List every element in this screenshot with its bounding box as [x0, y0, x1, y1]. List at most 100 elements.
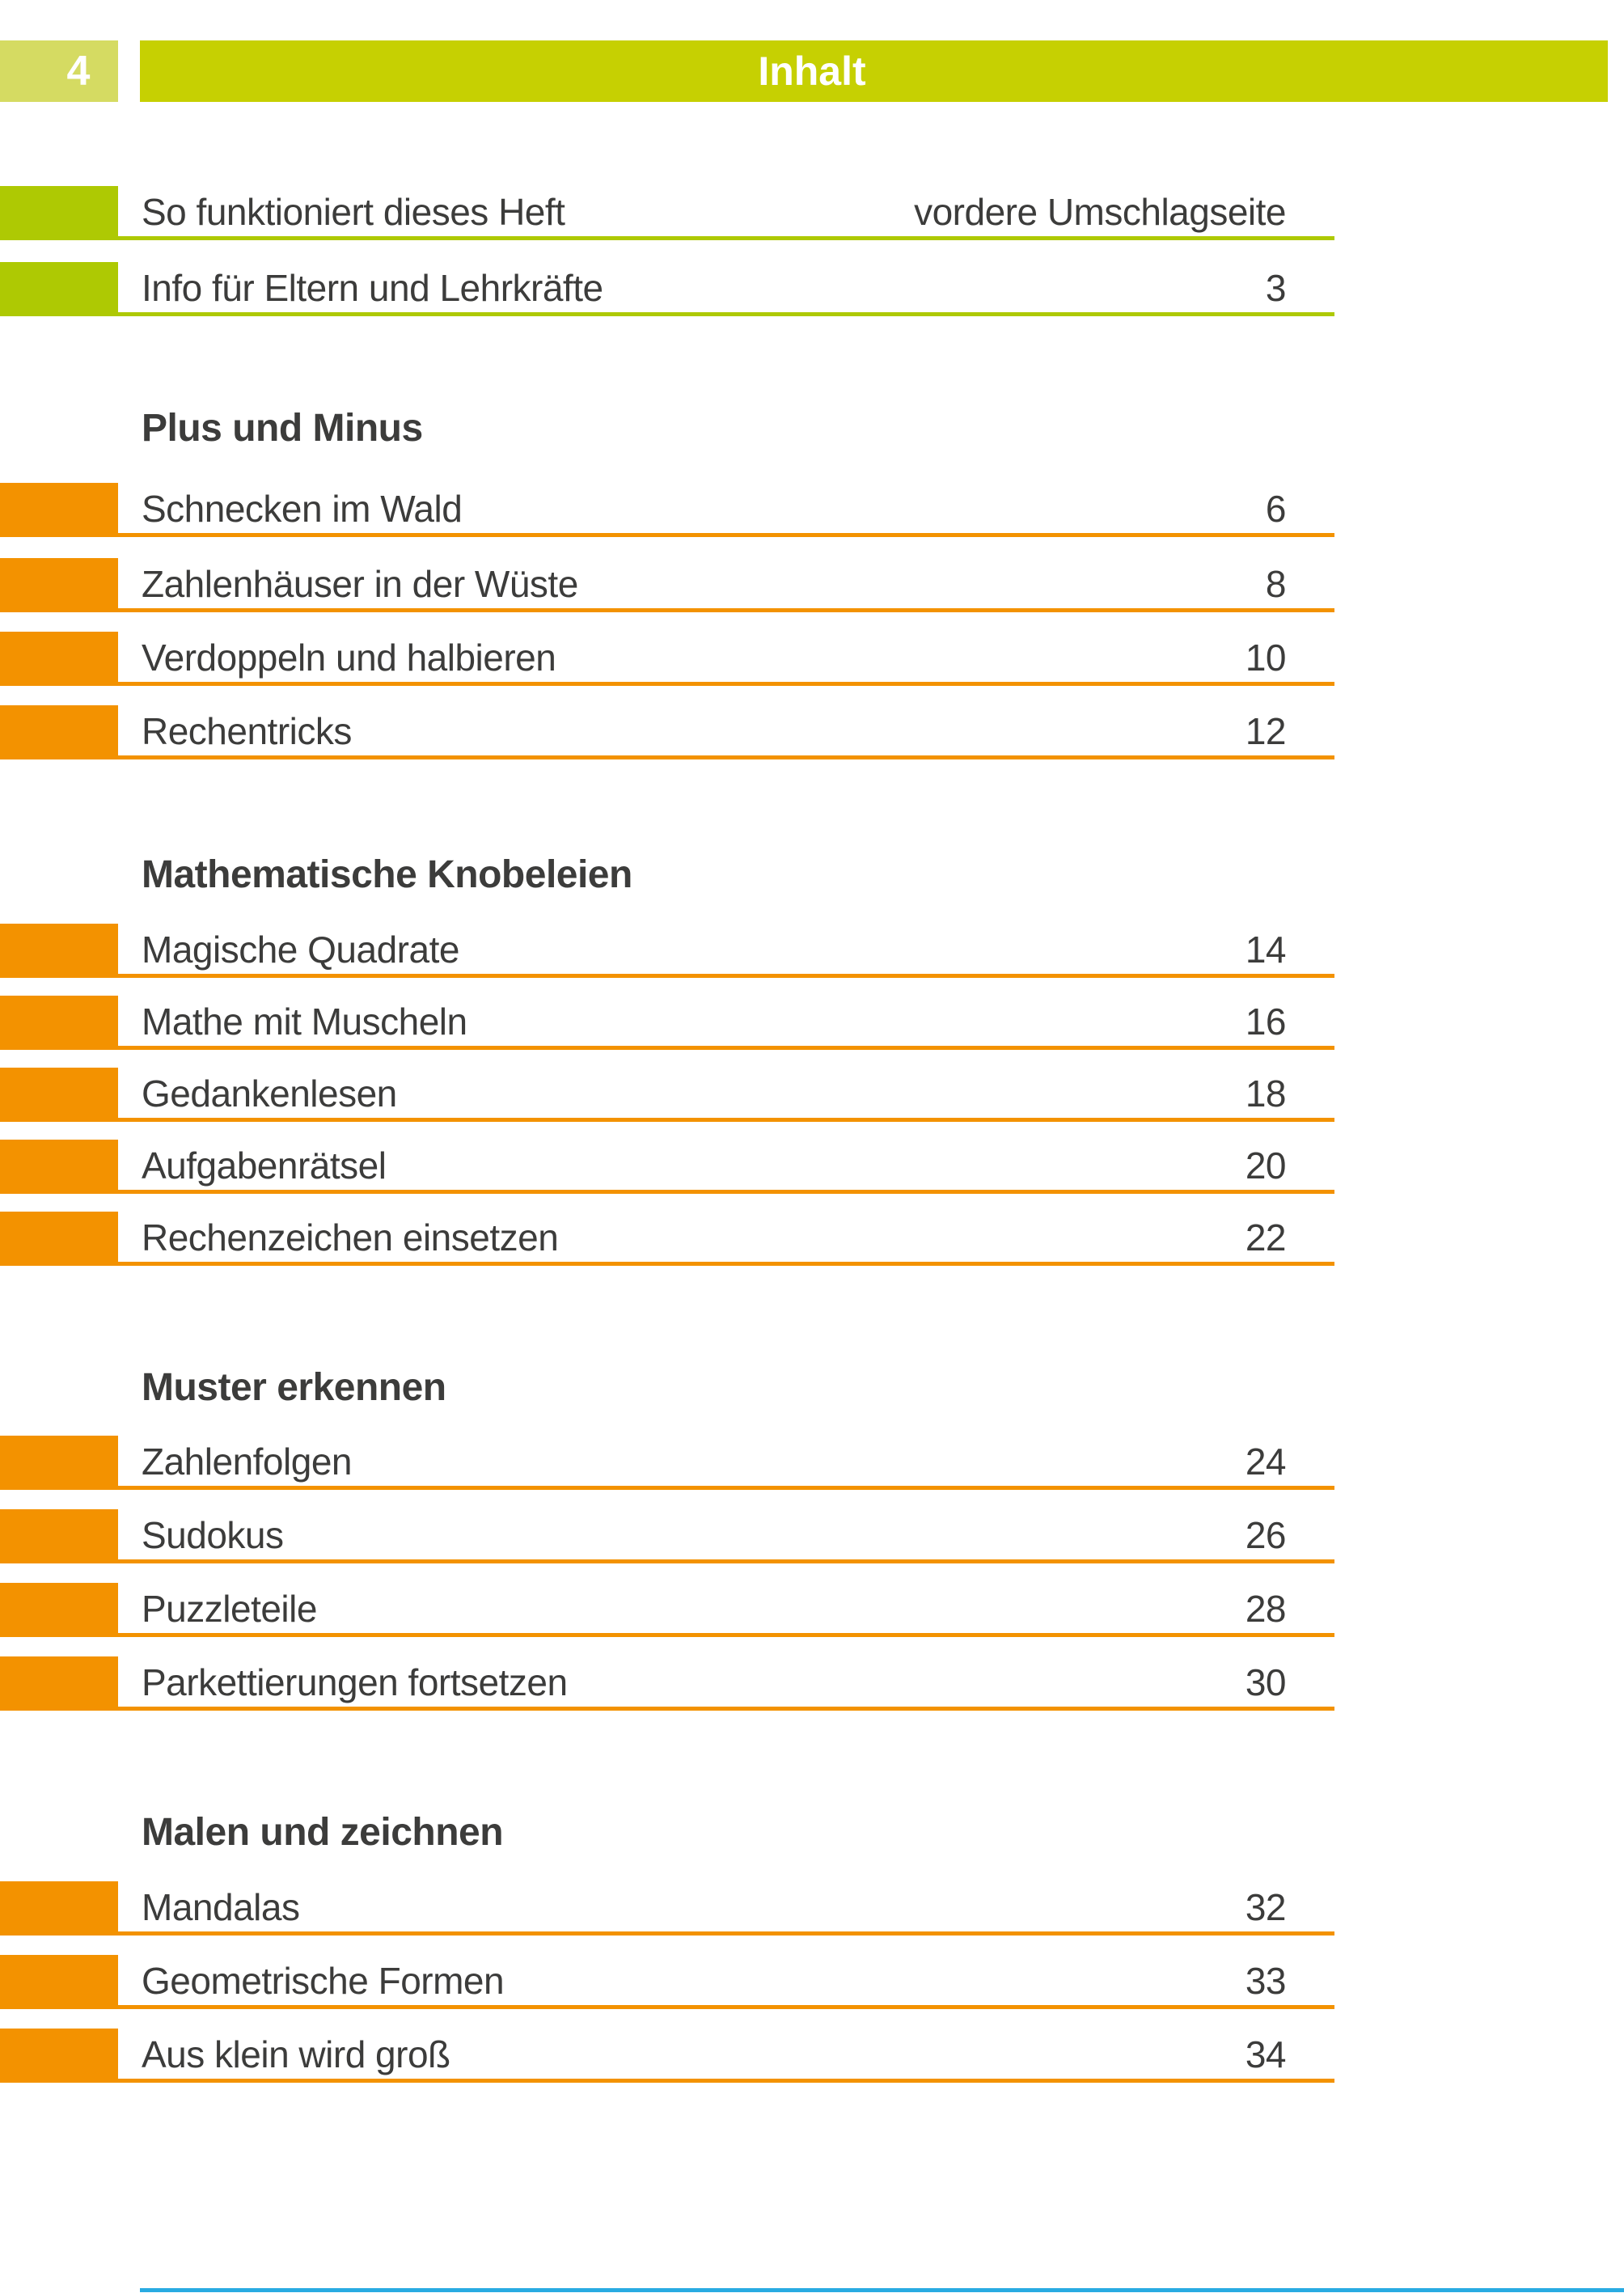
- toc-row: Verdoppeln und halbieren 10: [0, 632, 1334, 686]
- row-marker: [0, 1583, 118, 1633]
- row-underline: [0, 236, 1334, 240]
- toc-row: Schnecken im Wald 6: [0, 483, 1334, 537]
- row-underline: [0, 1486, 1334, 1490]
- toc-entry-title: Mathe mit Muscheln: [142, 1001, 467, 1043]
- row-marker: [0, 1656, 118, 1707]
- toc-row: Mandalas 32: [0, 1881, 1334, 1936]
- toc-row: Magische Quadrate 14: [0, 924, 1334, 978]
- toc-row: Mathe mit Muscheln 16: [0, 996, 1334, 1050]
- row-marker: [0, 705, 118, 755]
- toc-entry-title: Zahlenfolgen: [142, 1441, 352, 1483]
- toc-row: Parkettierungen fortsetzen 30: [0, 1656, 1334, 1711]
- page-title: Inhalt: [758, 49, 866, 94]
- row-underline: [0, 1559, 1334, 1563]
- toc-row: Zahlenfolgen 24: [0, 1436, 1334, 1490]
- page-number: 4: [66, 48, 91, 95]
- toc-entry-title: Parkettierungen fortsetzen: [142, 1661, 568, 1703]
- toc-entry-page: 6: [1265, 488, 1287, 530]
- section-heading: Muster erkennen: [142, 1366, 446, 1409]
- toc-entry-title: Gedankenlesen: [142, 1072, 397, 1115]
- row-underline: [0, 1931, 1334, 1936]
- toc-entry-title: Schnecken im Wald: [142, 488, 463, 530]
- row-marker: [0, 262, 118, 312]
- toc-entry-title: Zahlenhäuser in der Wüste: [142, 563, 578, 605]
- row-underline: [0, 312, 1334, 316]
- toc-entry-title: Info für Eltern und Lehrkräfte: [142, 267, 603, 309]
- row-underline: [0, 533, 1334, 537]
- row-underline: [0, 1118, 1334, 1122]
- toc-entry-page: 26: [1245, 1514, 1287, 1556]
- toc-row: So funktioniert dieses Heft vordere Umsc…: [0, 186, 1334, 240]
- row-underline: [0, 1707, 1334, 1711]
- toc-entry-page: 18: [1245, 1072, 1287, 1115]
- toc-entry-page: 24: [1245, 1441, 1287, 1483]
- toc-row: Gedankenlesen 18: [0, 1068, 1334, 1122]
- toc-entry-page: 10: [1245, 637, 1287, 679]
- toc-entry-page: 22: [1245, 1216, 1287, 1259]
- section-heading: Mathematische Knobeleien: [142, 853, 632, 896]
- header-bar: [140, 40, 1608, 102]
- toc-entry-title: Puzzleteile: [142, 1588, 317, 1630]
- toc-row: Puzzleteile 28: [0, 1583, 1334, 1637]
- toc-entry-page: vordere Umschlagseite: [914, 191, 1286, 233]
- toc-entry-title: Verdoppeln und halbieren: [142, 637, 556, 679]
- toc-row: Aus klein wird groß 34: [0, 2029, 1334, 2083]
- row-marker: [0, 924, 118, 974]
- row-marker: [0, 1068, 118, 1118]
- toc-row: Rechenzeichen einsetzen 22: [0, 1212, 1334, 1266]
- toc-row: Geometrische Formen 33: [0, 1955, 1334, 2009]
- row-marker: [0, 996, 118, 1046]
- toc-entry-page: 28: [1245, 1588, 1287, 1630]
- toc-entry-title: Aus klein wird groß: [142, 2033, 450, 2075]
- toc-entry-page: 20: [1245, 1144, 1287, 1187]
- toc-entry-title: Rechenzeichen einsetzen: [142, 1216, 559, 1259]
- row-marker: [0, 632, 118, 682]
- toc-entry-title: Rechentricks: [142, 710, 352, 752]
- toc-entry-page: 3: [1265, 267, 1287, 309]
- row-marker: [0, 2029, 118, 2079]
- row-marker: [0, 1436, 118, 1486]
- row-marker: [0, 1509, 118, 1559]
- toc-entry-page: 12: [1245, 710, 1287, 752]
- toc-entry-title: So funktioniert dieses Heft: [142, 191, 565, 233]
- toc-entry-page: 32: [1245, 1886, 1287, 1928]
- section-heading: Plus und Minus: [142, 407, 423, 450]
- page-number-box: 4: [0, 40, 118, 102]
- toc-entry-title: Magische Quadrate: [142, 929, 459, 971]
- row-underline: [0, 1190, 1334, 1194]
- toc-entry-page: 33: [1245, 1960, 1287, 2002]
- row-marker: [0, 1140, 118, 1190]
- toc-row: Info für Eltern und Lehrkräfte 3: [0, 262, 1334, 316]
- toc-entry-page: 14: [1245, 929, 1287, 971]
- toc-entry-title: Sudokus: [142, 1514, 284, 1556]
- toc-row: Aufgabenrätsel 20: [0, 1140, 1334, 1194]
- row-underline: [0, 755, 1334, 759]
- toc-entry-title: Mandalas: [142, 1886, 300, 1928]
- row-underline: [0, 974, 1334, 978]
- toc-row: Rechentricks 12: [0, 705, 1334, 759]
- row-underline: [0, 2005, 1334, 2009]
- toc-entry-title: Aufgabenrätsel: [142, 1144, 387, 1187]
- row-underline: [0, 1633, 1334, 1637]
- row-underline: [0, 1262, 1334, 1266]
- row-marker: [0, 483, 118, 533]
- toc-row: Sudokus 26: [0, 1509, 1334, 1563]
- toc-entry-page: 30: [1245, 1661, 1287, 1703]
- row-marker: [0, 1212, 118, 1262]
- row-marker: [0, 558, 118, 608]
- toc-row: Zahlenhäuser in der Wüste 8: [0, 558, 1334, 612]
- toc-entry-page: 8: [1265, 563, 1287, 605]
- toc-entry-page: 34: [1245, 2033, 1287, 2075]
- toc-entry-title: Geometrische Formen: [142, 1960, 505, 2002]
- row-marker: [0, 1881, 118, 1931]
- row-marker: [0, 186, 118, 236]
- footer-accent-line: [140, 2288, 1624, 2292]
- toc-entry-page: 16: [1245, 1001, 1287, 1043]
- row-underline: [0, 2079, 1334, 2083]
- row-underline: [0, 1046, 1334, 1050]
- row-underline: [0, 682, 1334, 686]
- row-underline: [0, 608, 1334, 612]
- section-heading: Malen und zeichnen: [142, 1811, 504, 1854]
- row-marker: [0, 1955, 118, 2005]
